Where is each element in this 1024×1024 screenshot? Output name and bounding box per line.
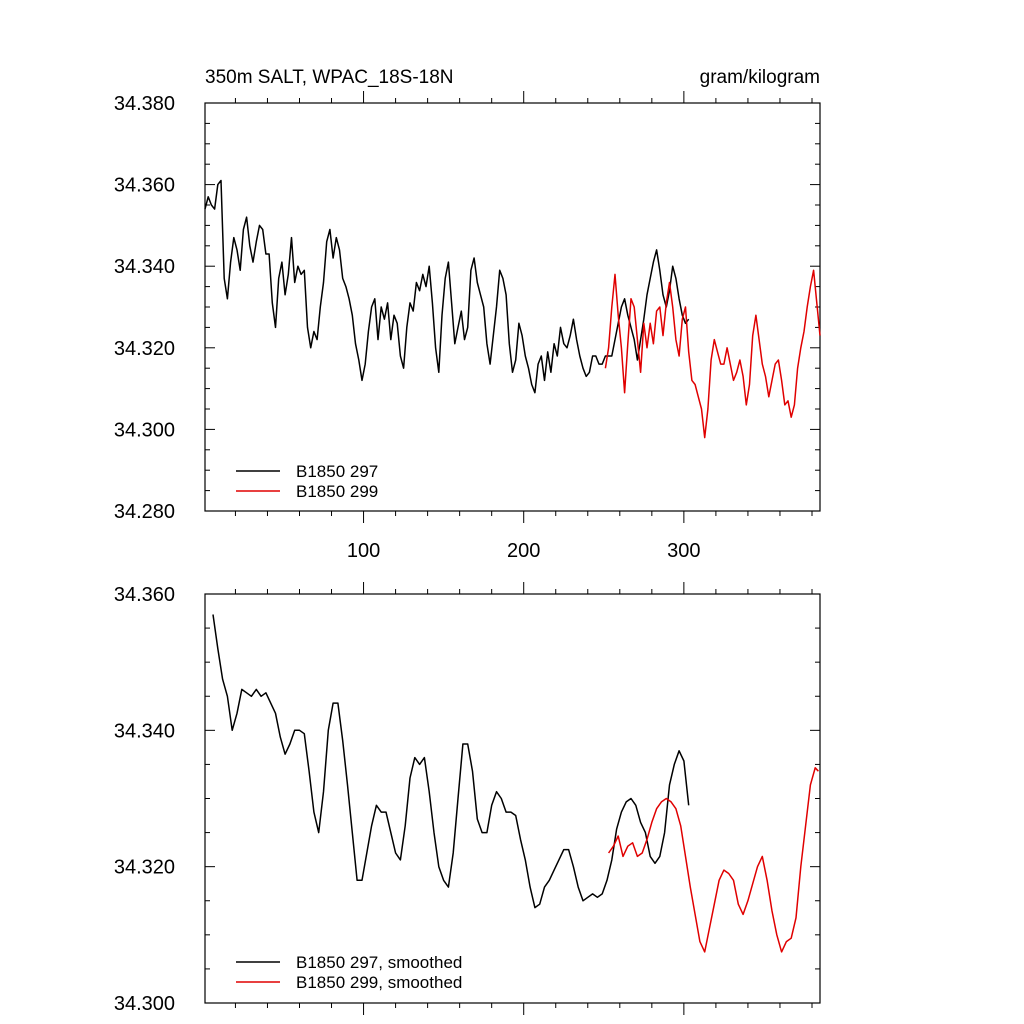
top-legend-label-1: B1850 297: [296, 462, 378, 481]
top-y-tick-label: 34.340: [114, 256, 175, 278]
top-y-tick-label: 34.360: [114, 175, 175, 197]
bottom-y-tick-label: 34.360: [114, 584, 175, 606]
top-plot-frame: [204, 102, 821, 512]
bottom-y-tick-label: 34.300: [114, 993, 175, 1015]
top-x-axis: 100 200 300: [234, 91, 813, 562]
top-y-tick-label: 34.280: [114, 501, 175, 523]
top-x-tick-label: 100: [347, 540, 380, 562]
bottom-x-axis: [234, 582, 813, 1015]
bottom-series-group: [212, 614, 819, 953]
top-title-right: gram/kilogram: [700, 67, 820, 88]
top-legend: B1850 297 B1850 299: [236, 462, 378, 501]
top-x-tick-label: 300: [667, 540, 700, 562]
top-series-group: [204, 179, 821, 439]
top-legend-label-2: B1850 299: [296, 482, 378, 501]
bottom-series-line-1: [212, 614, 690, 909]
bottom-legend-label-1: B1850 297, smoothed: [296, 953, 462, 972]
top-panel: 350m SALT, WPAC_18S-18N gram/kilogram 34…: [114, 67, 821, 562]
bottom-y-tick-label: 34.340: [114, 720, 175, 742]
bottom-legend: B1850 297, smoothed B1850 299, smoothed: [236, 953, 462, 992]
top-series-line-2: [604, 269, 821, 439]
top-x-tick-label: 200: [507, 540, 540, 562]
top-y-tick-label: 34.320: [114, 338, 175, 360]
bottom-y-axis: 34.300 34.320 34.340 34.360: [114, 584, 820, 1015]
top-y-tick-label: 34.380: [114, 93, 175, 115]
bottom-panel: 34.300 34.320 34.340 34.360 B1850 297, smoo…: [114, 582, 821, 1015]
top-title-left: 350m SALT, WPAC_18S-18N: [205, 67, 454, 88]
top-y-axis: 34.280 34.300 34.320 34.340 34.360 34.380: [114, 93, 820, 523]
bottom-legend-label-2: B1850 299, smoothed: [296, 973, 462, 992]
top-y-tick-label: 34.300: [114, 419, 175, 441]
bottom-series-line-2: [607, 767, 819, 953]
bottom-plot-frame: [204, 593, 821, 1004]
bottom-y-tick-label: 34.320: [114, 857, 175, 879]
